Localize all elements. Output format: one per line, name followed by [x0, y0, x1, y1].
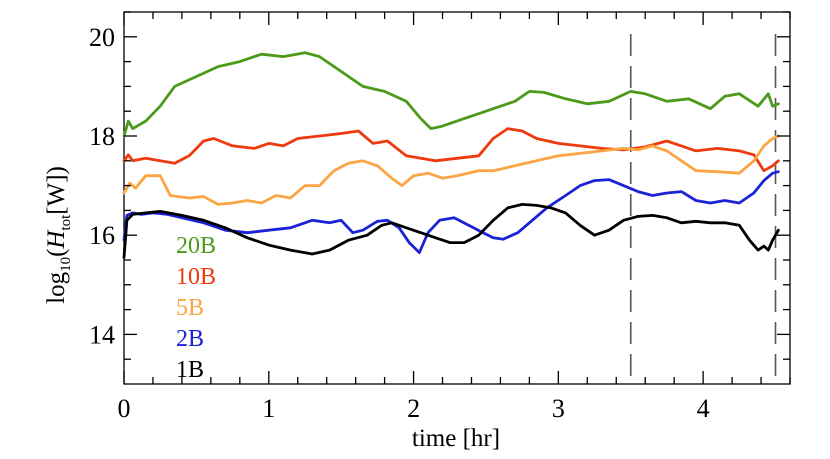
x-tick-label: 1: [262, 394, 275, 423]
x-tick-label: 0: [118, 394, 131, 423]
axis-ticks: [123, 11, 791, 384]
y-tick-label: 16: [89, 221, 115, 250]
tick-labels: 0 1 2 3 4 14 16 18 20: [89, 23, 710, 423]
plot-area: [123, 11, 791, 385]
series-line-1B: [122, 203, 780, 259]
legend-label-10B: 10B: [176, 264, 216, 290]
y-tick-label: 20: [89, 23, 115, 52]
vertical-dashed-lines: [629, 34, 777, 384]
x-tick-label: 4: [697, 394, 710, 423]
x-axis-label: time [hr]: [412, 425, 500, 452]
y-tick-label: 14: [89, 320, 115, 349]
legend-label-20B: 20B: [176, 233, 216, 259]
x-tick-label: 3: [552, 394, 565, 423]
legend-label-2B: 2B: [176, 326, 204, 352]
legend-label-5B: 5B: [176, 295, 204, 321]
plot-frame: [123, 11, 791, 385]
legend-label-1B: 1B: [176, 357, 204, 383]
series-line-2B: [122, 170, 780, 254]
legend: 20B 10B 5B 2B 1B: [176, 233, 216, 383]
series-lines: [122, 51, 780, 259]
y-axis-label: log10(Htot[W]): [43, 166, 74, 304]
series-line-10B: [122, 127, 780, 173]
series-line-5B: [122, 134, 780, 206]
series-line-20B: [122, 51, 780, 138]
y-tick-label: 18: [89, 122, 115, 151]
x-tick-label: 2: [407, 394, 420, 423]
